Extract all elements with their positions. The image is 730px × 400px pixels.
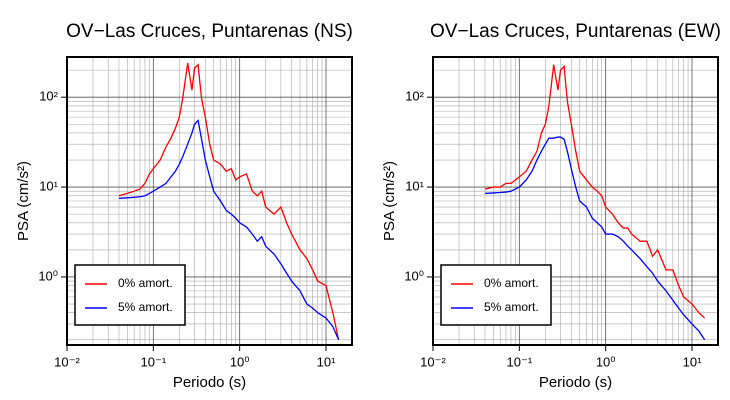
legend-label: 0% amort. xyxy=(118,276,173,290)
chart: OV−Las Cruces, Puntarenas (NS) Periodo (s… xyxy=(15,21,353,391)
series-line xyxy=(118,62,340,340)
y-tick-label: 10⁰ xyxy=(404,268,424,283)
x-tick-label: 10¹ xyxy=(317,354,336,369)
chart: OV−Las Cruces, Puntarenas (EW) Periodo (s… xyxy=(381,21,721,391)
y-axis-label: PSA (cm/s²) xyxy=(15,161,32,241)
plot-frame xyxy=(432,56,719,346)
x-tick-label: 10⁻¹ xyxy=(141,354,167,369)
series-line xyxy=(484,64,706,319)
series-line xyxy=(484,136,706,341)
y-tick-label: 10¹ xyxy=(39,179,58,194)
legend-label: 5% amort. xyxy=(484,300,539,314)
x-tick-label: 10⁻² xyxy=(54,354,80,369)
x-tick-label: 10¹ xyxy=(683,354,702,369)
plot-frame xyxy=(66,56,353,346)
y-tick-label: 10¹ xyxy=(405,179,424,194)
y-tick-label: 10² xyxy=(39,89,58,104)
x-tick-label: 10⁻¹ xyxy=(507,354,533,369)
y-axis-label: PSA (cm/s²) xyxy=(381,161,398,241)
x-tick-label: 10⁰ xyxy=(596,354,616,369)
legend-box xyxy=(74,264,186,326)
legend-label: 0% amort. xyxy=(484,276,539,290)
series-line xyxy=(118,119,340,341)
x-axis-label: Periodo (s) xyxy=(173,374,246,391)
legend-label: 5% amort. xyxy=(118,300,173,314)
legend-box xyxy=(440,264,552,326)
chart-title: OV−Las Cruces, Puntarenas (NS) xyxy=(66,21,353,42)
x-tick-label: 10⁻² xyxy=(420,354,446,369)
y-tick-label: 10⁰ xyxy=(38,268,58,283)
chart-title: OV−Las Cruces, Puntarenas (EW) xyxy=(430,21,721,42)
x-tick-label: 10⁰ xyxy=(230,354,250,369)
x-axis-label: Periodo (s) xyxy=(539,374,612,391)
y-tick-label: 10² xyxy=(405,89,424,104)
